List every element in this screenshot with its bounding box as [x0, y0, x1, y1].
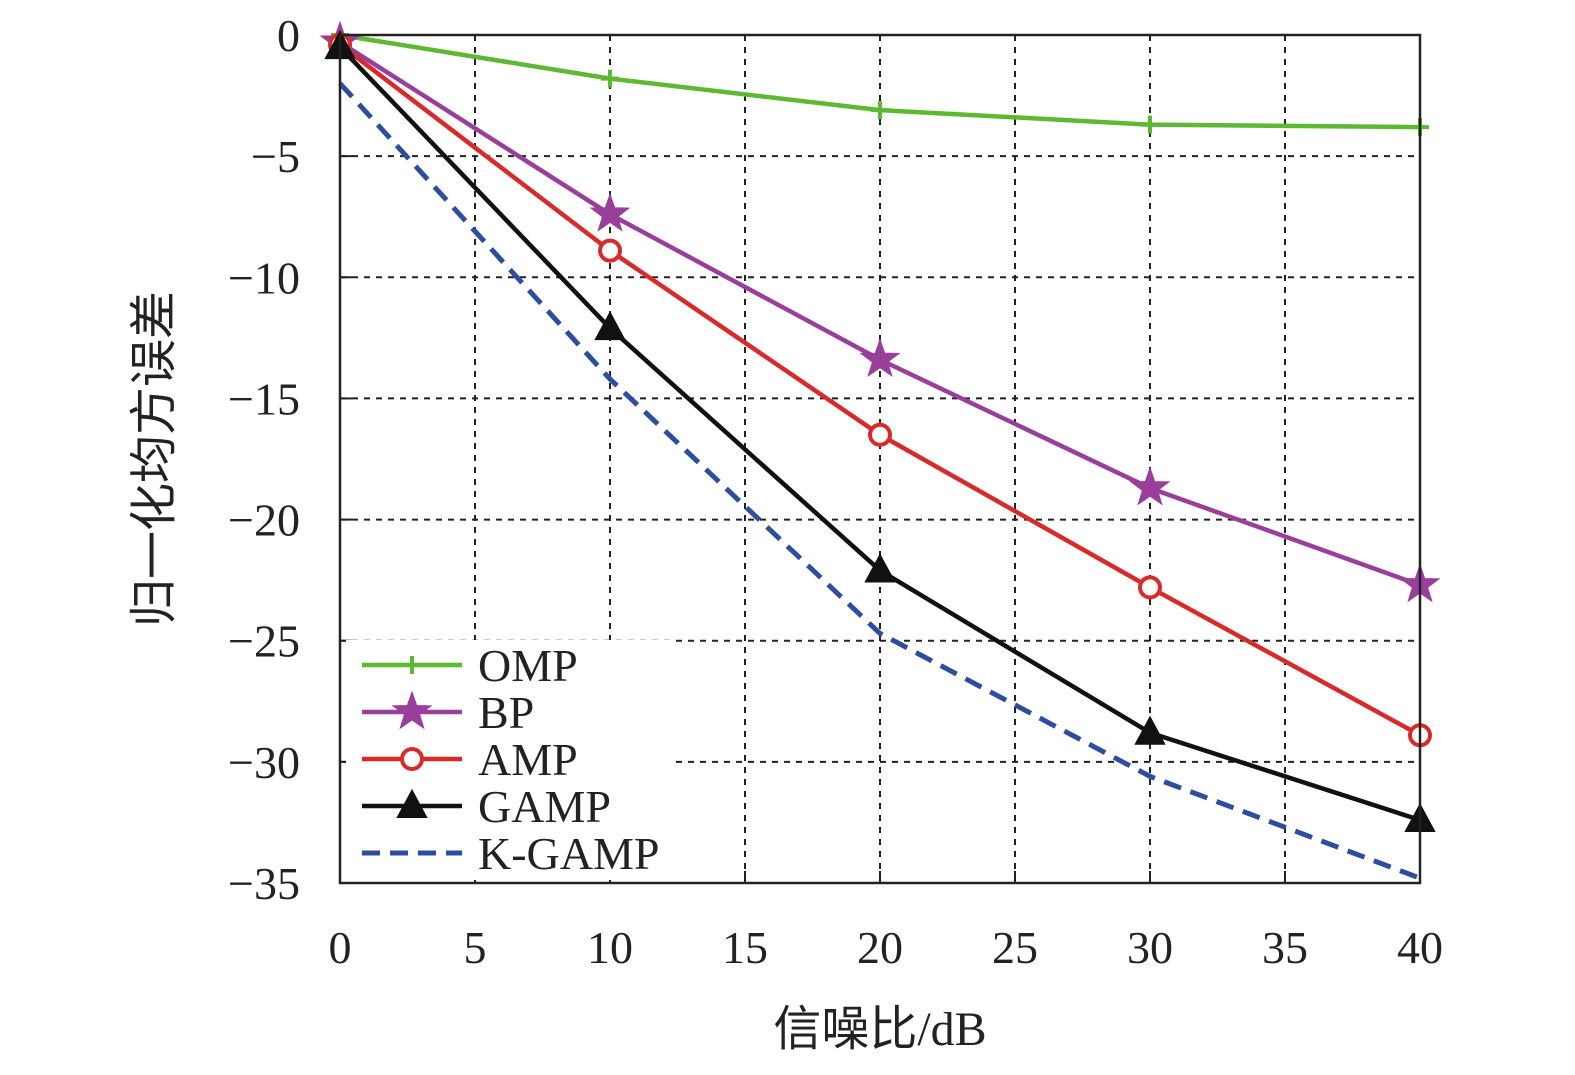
y-tick-label: −30: [228, 737, 300, 788]
data-point-gamp: [864, 553, 896, 583]
legend-label-amp: AMP: [478, 734, 578, 785]
x-tick-label: 20: [857, 922, 903, 973]
legend-marker-gamp: [396, 788, 428, 818]
data-point-amp: [598, 238, 622, 263]
x-tick-label: 15: [722, 922, 768, 973]
legend-marker-bp: [391, 690, 433, 730]
y-tick-label: −15: [228, 373, 300, 424]
legend-label-bp: BP: [478, 687, 534, 738]
data-point-amp: [868, 422, 892, 447]
y-tick-label: −5: [251, 131, 300, 182]
legend-marker-amp: [400, 747, 424, 771]
data-point-bp: [859, 338, 901, 378]
data-point-omp: [601, 69, 619, 88]
y-tick-label: −35: [228, 858, 300, 909]
legend-label-omp: OMP: [478, 640, 578, 691]
x-axis-title: 信噪比/dB: [773, 1003, 986, 1056]
x-tick-label: 5: [464, 922, 487, 973]
data-point-omp: [871, 101, 889, 120]
legend-label-gamp: GAMP: [478, 781, 611, 832]
y-axis-title: 归一化均方误差: [128, 291, 181, 627]
data-point-bp: [589, 192, 631, 232]
y-tick-label: −25: [228, 616, 300, 667]
y-tick-labels: 0 −5 −10 −15 −20 −25 −30 −35: [228, 10, 300, 909]
data-point-bp: [1129, 466, 1171, 506]
x-tick-label: 35: [1262, 922, 1308, 973]
x-tick-label: 10: [587, 922, 633, 973]
data-point-omp: [1141, 115, 1159, 134]
y-tick-label: 0: [277, 10, 300, 61]
plot-frame: [338, 33, 1422, 885]
x-tick-label: 30: [1127, 922, 1173, 973]
legend-label-k-gamp: K-GAMP: [478, 828, 659, 879]
x-tick-label: 25: [992, 922, 1038, 973]
data-point-gamp: [1134, 715, 1166, 745]
data-point-gamp: [594, 311, 626, 341]
x-tick-label: 40: [1397, 922, 1443, 973]
x-tick-labels: 0 5 10 15 20 25 30 35 40: [329, 922, 1444, 973]
series-line-k-gamp: [338, 81, 1421, 881]
y-tick-label: −20: [228, 495, 300, 546]
legend-marker-omp: [403, 656, 421, 674]
data-point-amp: [1138, 575, 1162, 600]
y-tick-label: −10: [228, 252, 300, 303]
x-tick-label: 0: [329, 922, 352, 973]
